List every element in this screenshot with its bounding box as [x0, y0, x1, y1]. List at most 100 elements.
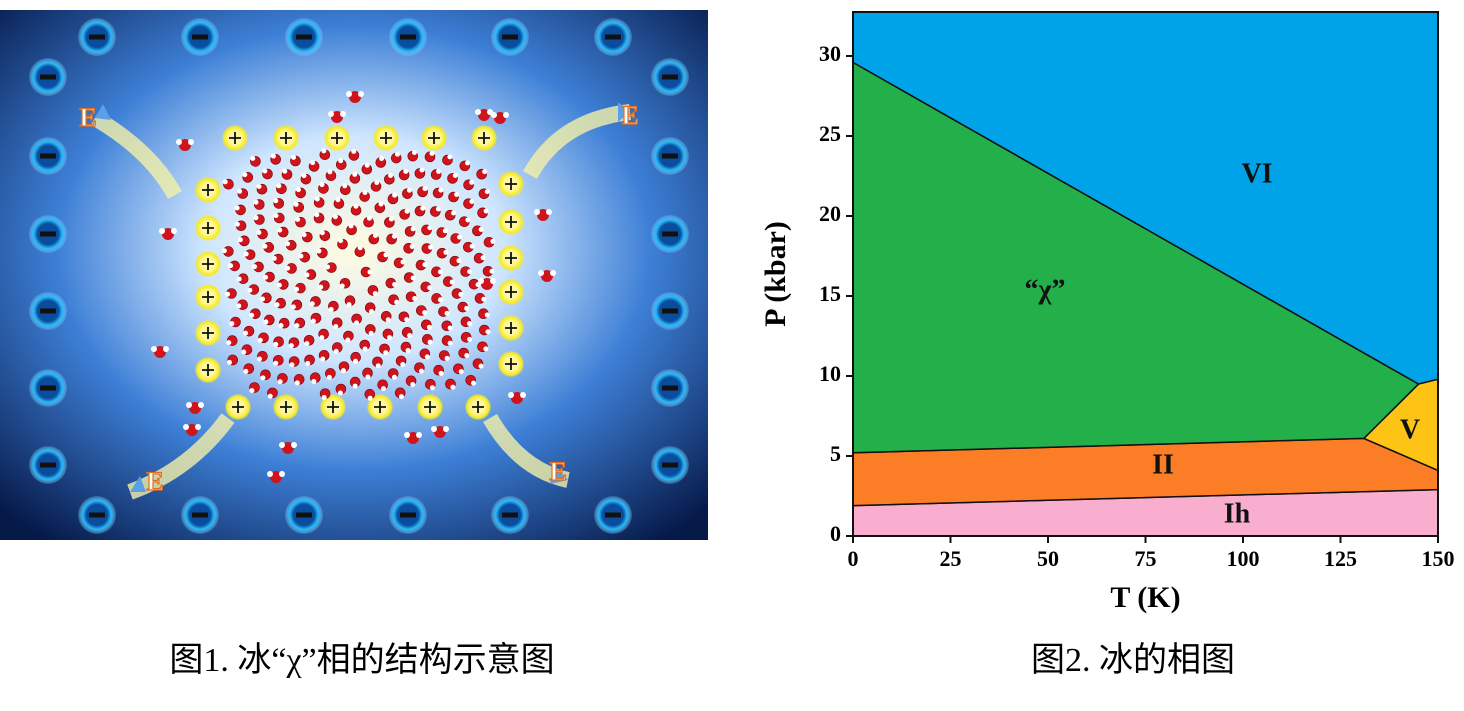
minus-sign: [296, 512, 312, 518]
minus-sign: [662, 231, 678, 237]
water-hydrogen: [428, 244, 434, 250]
water-hydrogen: [293, 201, 299, 207]
plus-sign: [380, 132, 392, 144]
water-hydrogen: [328, 306, 334, 312]
minus-sign: [40, 74, 56, 80]
water-hydrogen: [412, 296, 418, 302]
water-hydrogen: [332, 214, 338, 220]
water-hydrogen: [252, 264, 258, 270]
water-hydrogen: [409, 244, 415, 250]
water-hydrogen: [411, 150, 417, 156]
water-hydrogen: [324, 264, 330, 270]
water-hydrogen: [358, 91, 364, 97]
water-hydrogen: [490, 238, 496, 244]
x-tick-label: 50: [1037, 546, 1059, 571]
water-hydrogen: [273, 341, 279, 347]
minus-sign: [605, 34, 621, 40]
water-hydrogen: [478, 363, 484, 369]
water-hydrogen: [520, 392, 526, 398]
water-hydrogen: [243, 368, 249, 374]
water-hydrogen: [335, 197, 341, 203]
water-hydrogen: [437, 297, 443, 303]
water-hydrogen: [388, 172, 394, 178]
water-hydrogen: [333, 348, 339, 354]
water-hydrogen: [380, 386, 386, 392]
plus-sign: [202, 364, 214, 376]
water-hydrogen: [226, 340, 232, 346]
water-hydrogen: [444, 310, 450, 316]
water-hydrogen: [437, 269, 443, 275]
water-hydrogen: [352, 171, 358, 177]
water-hydrogen: [465, 160, 471, 166]
figure-caption: 图1. 冰“χ”相的结构示意图: [169, 641, 554, 679]
water-hydrogen: [484, 312, 490, 318]
water-hydrogen: [229, 321, 235, 327]
plus-sign: [428, 132, 440, 144]
water-hydrogen: [444, 355, 450, 361]
water-hydrogen: [481, 296, 487, 302]
water-hydrogen: [227, 359, 233, 365]
water-hydrogen: [346, 91, 352, 97]
water-hydrogen: [237, 237, 243, 243]
water-hydrogen: [188, 139, 194, 145]
water-hydrogen: [458, 369, 464, 375]
water-hydrogen: [326, 374, 332, 380]
water-hydrogen: [260, 375, 266, 381]
water-hydrogen: [429, 150, 435, 156]
water-hydrogen: [416, 432, 422, 438]
water-hydrogen: [368, 330, 374, 336]
water-hydrogen: [353, 203, 359, 209]
water-hydrogen: [243, 330, 249, 336]
water-hydrogen: [253, 215, 259, 221]
water-hydrogen: [467, 269, 473, 275]
minus-sign: [40, 385, 56, 391]
water-hydrogen: [195, 424, 201, 430]
plus-sign: [202, 258, 214, 270]
field-label: E: [621, 101, 638, 130]
minus-sign: [89, 512, 105, 518]
water-hydrogen: [279, 442, 285, 448]
water-hydrogen: [249, 388, 255, 394]
water-hydrogen: [243, 251, 249, 257]
plus-sign: [505, 358, 517, 370]
water-hydrogen: [379, 156, 385, 162]
water-hydrogen: [340, 368, 346, 374]
water-hydrogen: [241, 349, 247, 355]
water-hydrogen: [304, 272, 310, 278]
water-hydrogen: [257, 337, 263, 343]
region-label: V: [1400, 414, 1420, 445]
water-hydrogen: [383, 350, 389, 356]
water-hydrogen: [478, 226, 484, 232]
water-hydrogen: [383, 252, 389, 258]
water-hydrogen: [318, 284, 324, 290]
water-hydrogen: [406, 187, 412, 193]
water-hydrogen: [449, 279, 455, 285]
water-hydrogen: [475, 109, 481, 115]
water-hydrogen: [276, 183, 282, 189]
x-axis-label: T (K): [1110, 581, 1180, 614]
region-label: “χ”: [1025, 274, 1066, 305]
water-hydrogen: [353, 358, 359, 364]
plus-sign: [505, 178, 517, 190]
water-hydrogen: [294, 286, 300, 292]
water-hydrogen: [419, 167, 425, 173]
water-hydrogen: [305, 360, 311, 366]
water-hydrogen: [534, 209, 540, 215]
water-hydrogen: [410, 226, 416, 232]
water-hydrogen: [436, 168, 442, 174]
water-hydrogen: [451, 210, 457, 216]
water-hydrogen: [357, 245, 363, 251]
water-hydrogen: [467, 321, 473, 327]
water-hydrogen: [366, 215, 372, 221]
water-hydrogen: [469, 198, 475, 204]
water-hydrogen: [354, 320, 360, 326]
field-arrow: [90, 111, 182, 199]
water-hydrogen: [426, 324, 432, 330]
minus-sign: [662, 153, 678, 159]
water-hydrogen: [469, 243, 475, 249]
water-hydrogen: [340, 111, 346, 117]
water-hydrogen: [276, 282, 282, 288]
water-hydrogen: [342, 183, 348, 189]
minus-sign: [662, 462, 678, 468]
water-hydrogen: [424, 354, 430, 360]
